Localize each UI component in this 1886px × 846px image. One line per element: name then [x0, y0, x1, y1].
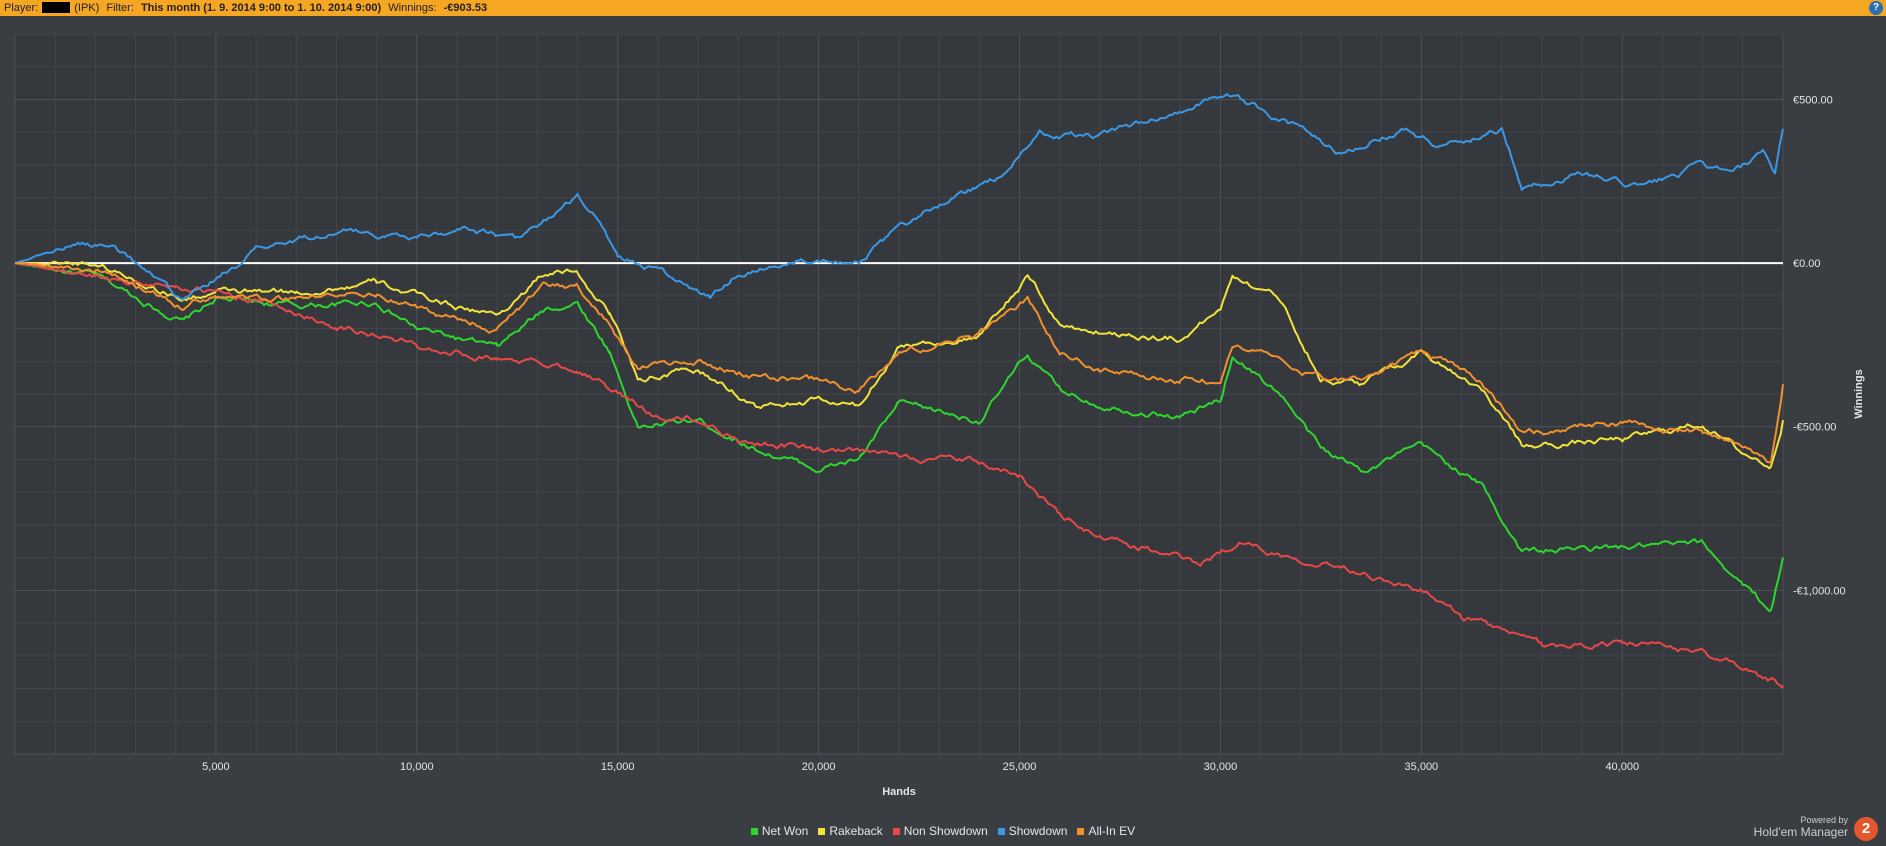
legend-label: Showdown [1008, 824, 1068, 838]
winnings-chart: 5,000 10,000 15,000 20,000 25,000 30,000 35,00… [14, 33, 1865, 798]
legend-label: Non Showdown [903, 824, 988, 838]
y-tick-label: €500.00 [1793, 94, 1833, 106]
x-tick-label: 40,000 [1605, 761, 1639, 773]
series-line-all-in-ev [14, 262, 1784, 464]
header-bar: Player: (IPK) Filter: This month (1. 9. 2… [0, 0, 1886, 16]
x-tick-label: 30,000 [1204, 761, 1238, 773]
winnings-value: -€903.53 [443, 2, 488, 14]
hm2-logo-icon: 2 [1854, 817, 1878, 841]
branding: Powered by Hold'em Manager 2 [1753, 815, 1878, 841]
series-line-net-won [14, 262, 1784, 613]
y-axis-ticks: €500.00 €0.00 -€500.00 -€1,000.00 [1793, 94, 1846, 597]
legend-item-rakeback[interactable]: Rakeback [818, 824, 883, 838]
powered-by-text: Powered by [1800, 815, 1848, 825]
x-axis-ticks: 5,000 10,000 15,000 20,000 25,000 30,000 35,00… [202, 761, 1639, 773]
legend-label: All-In EV [1088, 824, 1136, 838]
y-tick-label: €0.00 [1793, 258, 1821, 270]
grid-lines [15, 33, 1783, 755]
player-name-redacted [42, 2, 71, 13]
legend-swatch [750, 828, 758, 835]
series-line-non-showdown [14, 262, 1784, 689]
x-tick-label: 35,000 [1405, 761, 1439, 773]
x-tick-label: 10,000 [400, 761, 434, 773]
legend-label: Rakeback [829, 824, 883, 838]
y-axis-label: Winnings [1853, 369, 1865, 418]
legend-item-showdown[interactable]: Showdown [997, 824, 1068, 838]
y-tick-label: -€500.00 [1793, 422, 1836, 434]
legend-swatch [818, 828, 826, 835]
series-line-showdown [14, 93, 1784, 301]
product-name: Hold'em Manager [1753, 825, 1848, 839]
series-lines [14, 93, 1784, 689]
legend-item-net-won[interactable]: Net Won [750, 824, 809, 838]
chart-legend: Net Won Rakeback Non Showdown Showdown All-I… [0, 824, 1886, 838]
legend-item-non-showdown[interactable]: Non Showdown [892, 824, 988, 838]
player-suffix: (IPK) [74, 2, 100, 14]
x-tick-label: 25,000 [1003, 761, 1037, 773]
legend-swatch [892, 828, 900, 835]
x-tick-label: 15,000 [601, 761, 635, 773]
x-tick-label: 5,000 [202, 761, 230, 773]
series-line-rakeback [15, 260, 1784, 470]
filter-label: Filter: [106, 2, 134, 14]
legend-swatch [997, 828, 1005, 835]
filter-value[interactable]: This month (1. 9. 2014 9:00 to 1. 10. 20… [140, 2, 382, 14]
player-label: Player: [4, 2, 39, 14]
winnings-label: Winnings: [388, 2, 437, 14]
y-tick-label: -€1,000.00 [1793, 585, 1846, 597]
x-axis-label: Hands [882, 786, 916, 798]
legend-swatch [1077, 828, 1085, 835]
legend-item-all-in-ev[interactable]: All-In EV [1077, 824, 1135, 838]
x-tick-label: 20,000 [802, 761, 836, 773]
help-icon[interactable]: ? [1869, 1, 1883, 15]
legend-label: Net Won [761, 824, 809, 838]
